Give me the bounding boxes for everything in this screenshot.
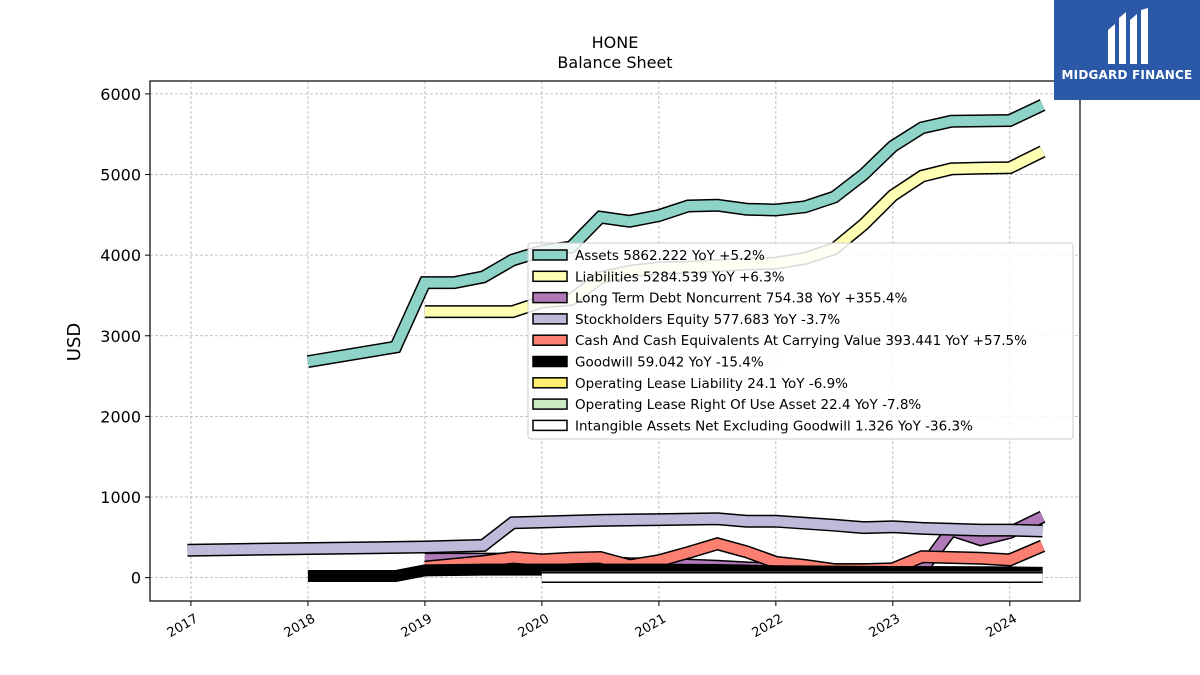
legend-swatch: [532, 419, 568, 432]
series-assets: [306, 99, 1046, 369]
y-axis-label: USD: [64, 323, 85, 361]
legend-label: Cash And Cash Equivalents At Carrying Va…: [575, 333, 1027, 349]
series-cash-and-cash-equivalents-at-carrying-value: [424, 537, 1046, 577]
series-line: [307, 100, 1045, 367]
y-tick-label: 4000: [100, 246, 141, 265]
legend-swatch: [532, 291, 568, 304]
logo-text: MIDGARD FINANCE: [1061, 68, 1193, 82]
series-line: [187, 513, 1043, 556]
legend-swatch: [532, 270, 568, 283]
midgard-logo-icon: [1108, 8, 1148, 64]
y-tick-label: 5000: [100, 166, 141, 185]
midgard-finance-logo: MIDGARD FINANCE: [1054, 0, 1200, 100]
y-tick-label: 2000: [100, 407, 141, 426]
plot-frame: [149, 80, 1081, 602]
legend-box: [527, 242, 1074, 440]
legend-swatch: [532, 334, 568, 346]
legend: Assets 5862.222 YoY +5.2% Liabilities 528…: [527, 242, 1074, 440]
x-tick-label: 2023: [867, 611, 903, 641]
chart-title: HONE: [592, 33, 639, 52]
y-tick-label: 0: [131, 569, 141, 588]
legend-label: Long Term Debt Noncurrent 754.38 YoY +35…: [575, 291, 907, 307]
y-tick-label: 1000: [100, 488, 141, 507]
legend-swatch: [532, 313, 568, 325]
x-tick-label: 2020: [516, 611, 552, 641]
x-tick-label: 2017: [165, 611, 201, 641]
legend-label: Intangible Assets Net Excluding Goodwill…: [575, 418, 973, 434]
legend-swatch: [532, 355, 568, 368]
series-line: [424, 538, 1045, 575]
series-stockholders-equity: [187, 512, 1043, 557]
x-tick-label: 2018: [282, 611, 318, 641]
series-lines: [187, 99, 1046, 583]
legend-swatch: [532, 249, 568, 261]
legend-label: Operating Lease Right Of Use Asset 22.4 …: [575, 397, 921, 413]
x-tick-label: 2024: [984, 611, 1020, 641]
x-tick-label: 2019: [399, 611, 435, 641]
legend-swatch: [532, 377, 568, 389]
y-tick-label: 3000: [100, 327, 141, 346]
legend-label: Liabilities 5284.539 YoY +6.3%: [575, 269, 785, 285]
y-tick-label: 6000: [100, 85, 141, 104]
legend-label: Stockholders Equity 577.683 YoY -3.7%: [575, 312, 840, 328]
x-tick-label: 2021: [633, 611, 669, 641]
legend-label: Goodwill 59.042 YoY -15.4%: [575, 355, 764, 371]
chart-subtitle: Balance Sheet: [557, 53, 672, 72]
legend-label: Assets 5862.222 YoY +5.2%: [575, 248, 765, 264]
x-tick-label: 2022: [750, 611, 786, 641]
legend-swatch: [532, 398, 568, 410]
legend-label: Operating Lease Liability 24.1 YoY -6.9%: [575, 376, 848, 392]
